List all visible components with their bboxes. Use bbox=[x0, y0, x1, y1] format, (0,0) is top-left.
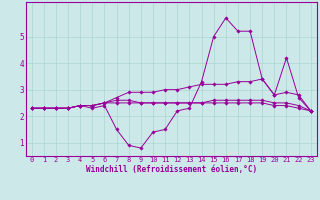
X-axis label: Windchill (Refroidissement éolien,°C): Windchill (Refroidissement éolien,°C) bbox=[86, 165, 257, 174]
